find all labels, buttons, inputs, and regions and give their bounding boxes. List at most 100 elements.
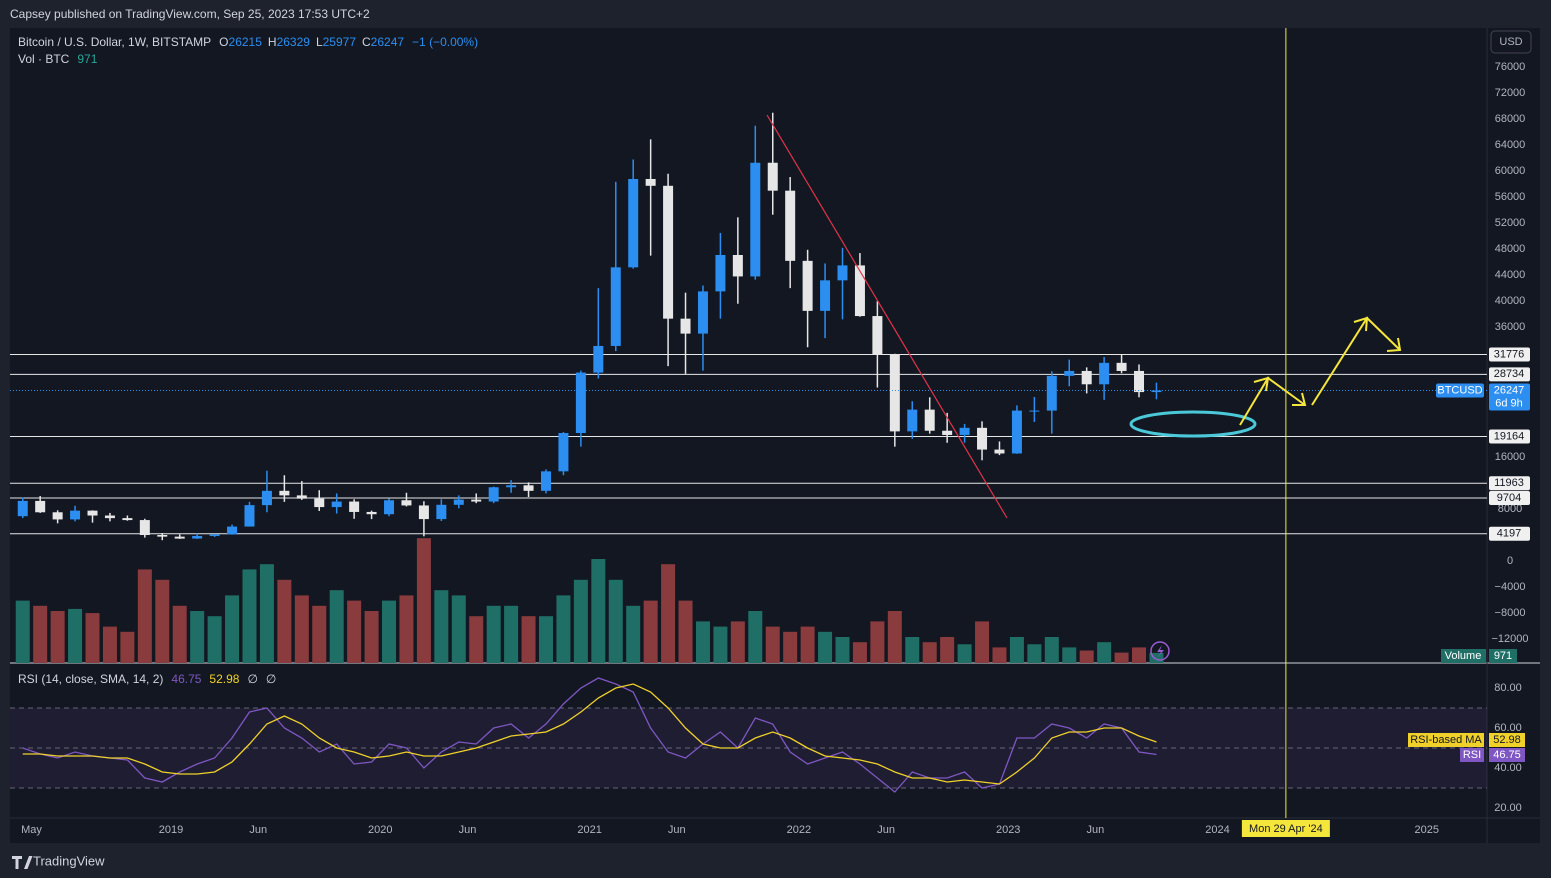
- volume-bar: [626, 605, 641, 663]
- level-label: 19164: [1494, 430, 1525, 442]
- volume-name: Volume: [1445, 650, 1482, 662]
- x-tick-label: May: [21, 824, 42, 836]
- x-tick-label: 2022: [787, 824, 811, 836]
- volume-bar: [695, 621, 710, 663]
- candle-body: [994, 449, 1005, 454]
- candle-body: [35, 500, 46, 513]
- candle-body: [1151, 390, 1162, 393]
- candle-body: [506, 485, 517, 488]
- legend-item: 25977: [323, 35, 357, 49]
- candle-body: [70, 510, 81, 520]
- candle-body: [331, 501, 342, 508]
- candle-body: [244, 505, 255, 527]
- arrow-head: [1253, 376, 1270, 392]
- candle-body: [1011, 410, 1022, 454]
- rsi-value: 52.98: [1493, 734, 1521, 746]
- candle-body: [471, 499, 482, 502]
- candle-body: [663, 185, 674, 319]
- y-tick-label: 44000: [1495, 269, 1526, 281]
- candle-body: [436, 504, 447, 520]
- currency-button[interactable]: [1490, 30, 1532, 54]
- x-tick-label: 2020: [368, 824, 392, 836]
- volume-bar: [102, 626, 117, 663]
- last-price-name: BTCUSD: [1437, 384, 1482, 396]
- candle-body: [750, 162, 761, 277]
- volume-bar: [835, 637, 850, 663]
- y-tick-label: 64000: [1495, 139, 1526, 151]
- candle-body: [314, 498, 325, 508]
- candle-body: [889, 354, 900, 432]
- legend-item: 52.98: [209, 672, 239, 686]
- candle-body: [523, 485, 534, 491]
- rsi-tick-label: 80.00: [1494, 682, 1522, 694]
- x-tick-label: Jun: [249, 824, 267, 836]
- last-price-box: [1489, 383, 1530, 411]
- y-tick-label: 40000: [1495, 295, 1526, 307]
- rsi-name: RSI-based MA: [1410, 734, 1482, 746]
- legend-item: RSI (14, close, SMA, 14, 2): [18, 672, 163, 686]
- candle-body: [192, 535, 203, 539]
- last-price-name-box: [1436, 383, 1484, 398]
- rsi-line: [22, 677, 1157, 793]
- candle-body: [1029, 410, 1040, 412]
- candle-body: [279, 490, 290, 496]
- volume-bar: [1114, 652, 1129, 663]
- candle-body: [610, 267, 621, 346]
- candle-body: [1099, 362, 1110, 385]
- candle-body: [1116, 362, 1127, 371]
- volume-bar: [451, 595, 466, 663]
- candle-body: [732, 254, 743, 277]
- legend-item: −1 (−0.00%): [412, 35, 478, 49]
- legend-item: Bitcoin / U.S. Dollar, 1W, BITSTAMP: [18, 35, 211, 49]
- x-tick-label: Jun: [1087, 824, 1105, 836]
- candle-body: [401, 500, 412, 506]
- candle-body: [697, 291, 708, 334]
- level-label: 28734: [1494, 368, 1525, 380]
- y-tick-label: −8000: [1495, 607, 1526, 619]
- volume-bar: [940, 637, 955, 663]
- volume-bar: [120, 631, 135, 663]
- candle-body: [575, 372, 586, 434]
- candle-body: [767, 162, 778, 191]
- rsi-value-box: [1489, 748, 1525, 762]
- x-tick-label: Jun: [459, 824, 477, 836]
- candle-body: [924, 409, 935, 431]
- brand-name: TradingView: [33, 853, 105, 868]
- volume-value-box: [1489, 649, 1517, 663]
- candle-body: [1064, 370, 1075, 376]
- candle-body: [645, 178, 656, 186]
- volume-bar: [1132, 647, 1147, 663]
- volume-bar: [33, 605, 48, 663]
- legend-item: H: [268, 35, 277, 49]
- legend-item: ∅: [247, 672, 257, 686]
- rsi-tick-label: 60.00: [1494, 722, 1522, 734]
- volume-bar: [922, 642, 937, 663]
- legend-item: O: [219, 35, 228, 49]
- volume-bar: [382, 600, 397, 663]
- candle-body: [488, 487, 499, 502]
- published-note: Capsey published on TradingView.com, Sep…: [10, 7, 370, 21]
- brand-logo: [12, 856, 33, 869]
- arrow-head: [1353, 316, 1369, 332]
- y-tick-label: 68000: [1495, 113, 1526, 125]
- x-tick-label: 2025: [1415, 824, 1439, 836]
- rsi-name: RSI: [1463, 749, 1481, 761]
- volume-bar: [521, 616, 536, 663]
- y-tick-label: 72000: [1495, 87, 1526, 99]
- legend-item: ∅: [266, 672, 276, 686]
- level-label: 9704: [1497, 492, 1521, 504]
- volume-bar: [730, 621, 745, 663]
- level-label: 4197: [1497, 528, 1521, 540]
- alert-icon[interactable]: [1150, 641, 1170, 661]
- volume-bar: [678, 600, 693, 663]
- arrow-head: [1292, 392, 1307, 406]
- alert-bolt: [1157, 645, 1164, 657]
- candle-body: [296, 495, 307, 499]
- y-tick-label: 56000: [1495, 191, 1526, 203]
- volume-bar: [15, 600, 30, 663]
- volume-bar: [434, 590, 449, 663]
- volume-bar: [469, 616, 484, 663]
- volume-bar: [800, 626, 815, 663]
- level-label-box: [1489, 367, 1530, 382]
